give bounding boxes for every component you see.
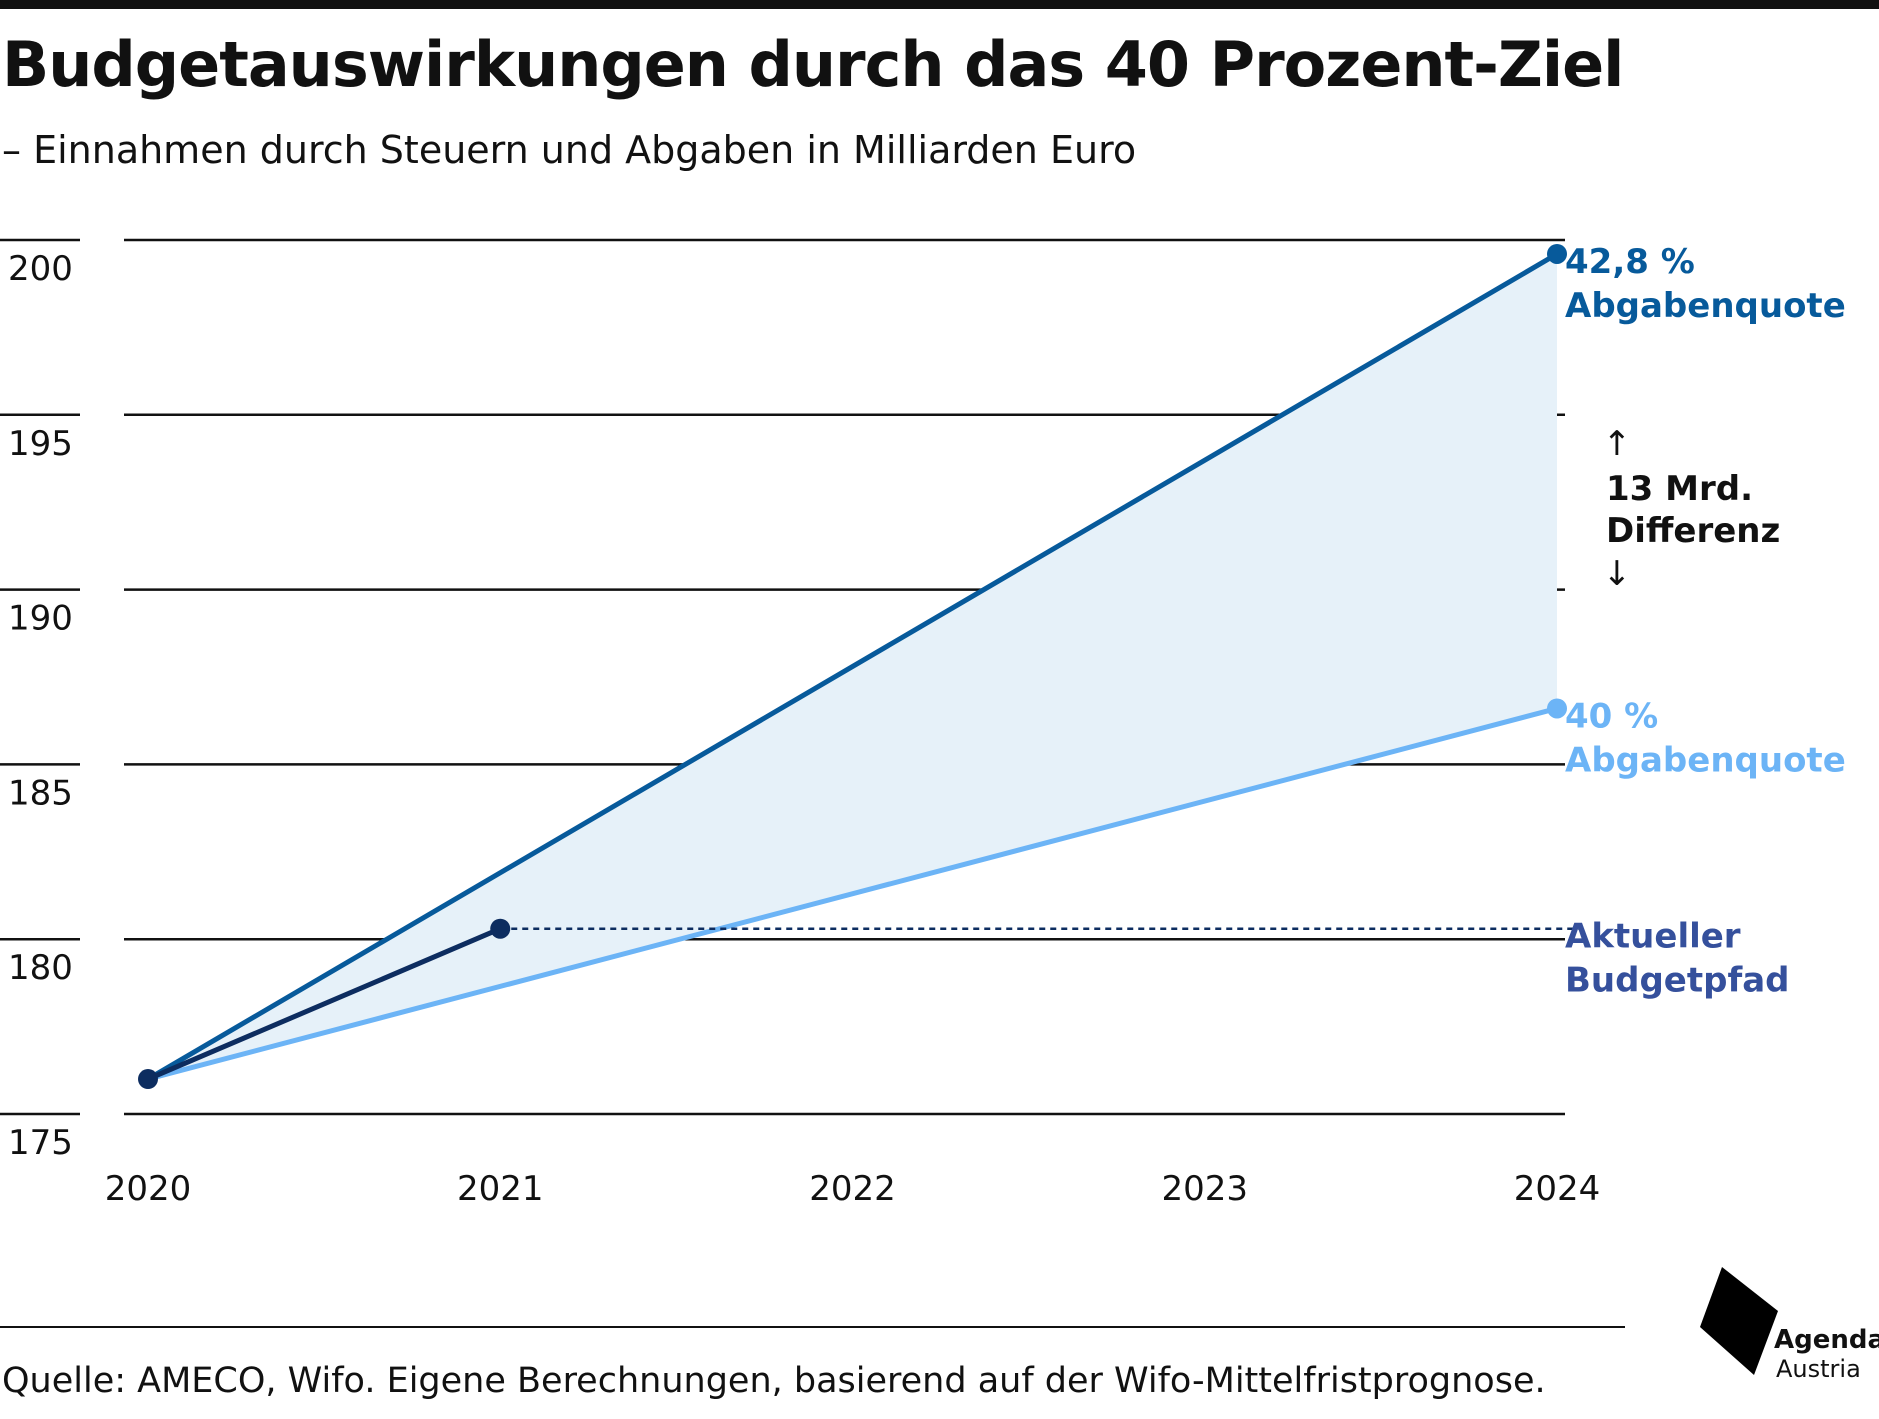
x-tick-label: 2023	[1161, 1169, 1248, 1209]
line-chart: 200 195 190 185 180 175 2020 2021 2022 2023 2024 42…	[0, 238, 1846, 1209]
series-label-quote40: 40 %	[1565, 696, 1658, 736]
y-tick-label: 195	[8, 424, 73, 464]
annotation-arrow-down: ↓	[1603, 554, 1632, 594]
series-line-quote428	[145, 251, 1560, 1082]
chart-subtitle: – Einnahmen durch Steuern und Abgaben in…	[2, 128, 1137, 172]
top-rule	[0, 0, 1879, 9]
y-tick-label: 175	[8, 1123, 73, 1163]
y-tick-label: 190	[8, 599, 73, 639]
chart-title: Budgetauswirkungen durch das 40 Prozent-…	[2, 28, 1624, 101]
logo-text-austria: Austria	[1776, 1355, 1861, 1383]
series-label-budgetpfad: Budgetpfad	[1565, 961, 1790, 1001]
series-label-budgetpfad: Aktueller	[1565, 917, 1741, 957]
y-tick-label: 185	[8, 773, 73, 813]
x-tick-label: 2024	[1514, 1169, 1601, 1209]
y-tick-label: 200	[8, 249, 73, 289]
agenda-austria-logo: Agenda Austria	[1700, 1265, 1879, 1383]
annotation-arrow-up: ↑	[1603, 424, 1632, 464]
annotation-text: 13 Mrd.	[1606, 469, 1753, 509]
x-tick-label: 2022	[809, 1169, 896, 1209]
series-marker-budgetpfad	[490, 918, 511, 939]
source-note: Quelle: AMECO, Wifo. Eigene Berechnungen…	[2, 1361, 1546, 1401]
agenda-austria-logo-mark-icon	[1700, 1267, 1778, 1375]
x-tick-label: 2021	[457, 1169, 544, 1209]
y-tick-label: 180	[8, 948, 73, 988]
series-line-budgetpfad	[145, 926, 503, 1082]
logo-text-agenda: Agenda	[1774, 1325, 1879, 1355]
series-line-quote40	[145, 705, 1560, 1082]
series-label-quote40: Abgabenquote	[1565, 740, 1846, 780]
source-divider	[0, 1326, 1625, 1328]
series-marker-quote40	[1547, 698, 1567, 719]
series-label-quote428: Abgabenquote	[1565, 286, 1846, 326]
x-tick-label: 2020	[105, 1169, 192, 1209]
series-marker-budgetpfad	[138, 1069, 158, 1090]
series-label-quote428: 42,8 %	[1565, 242, 1695, 282]
annotation-text: Differenz	[1606, 511, 1780, 551]
series-marker-quote428	[1547, 243, 1567, 264]
